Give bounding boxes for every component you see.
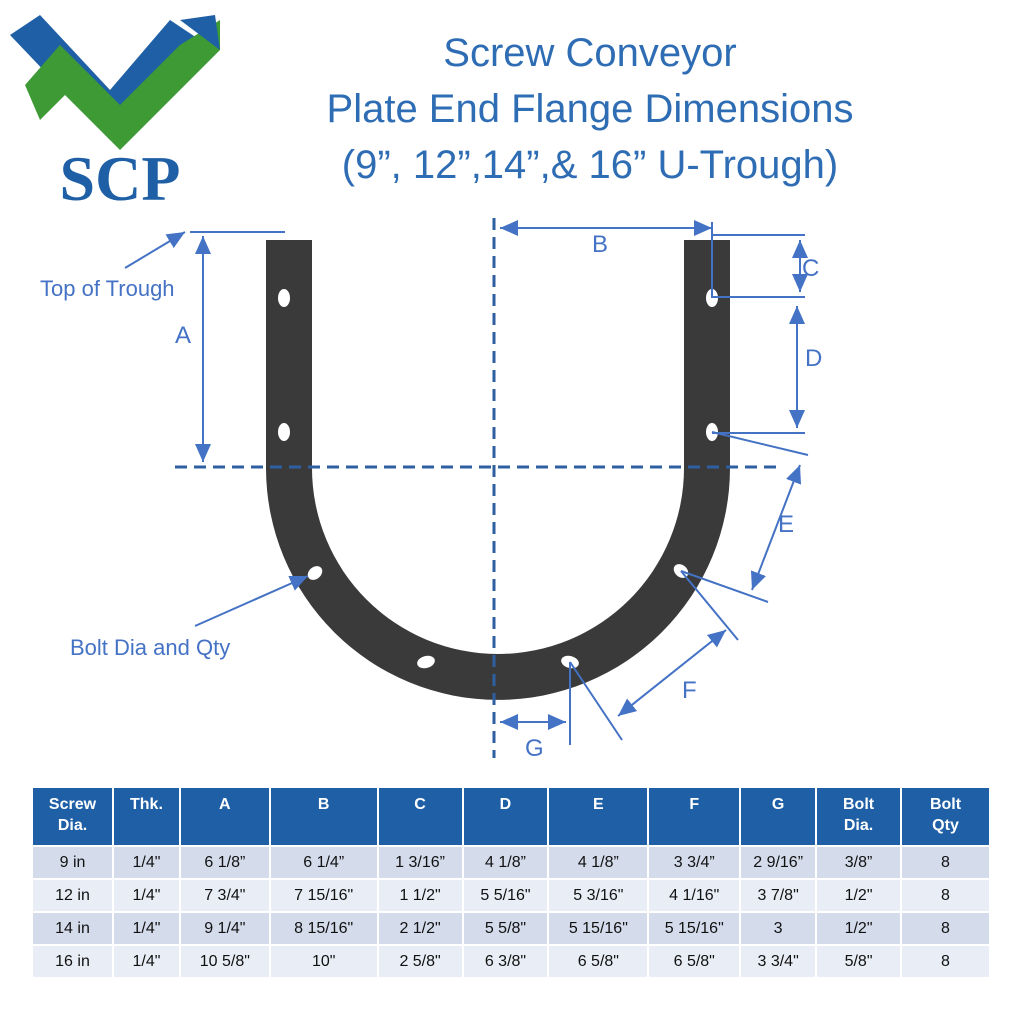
- table-cell: 12 in: [33, 878, 114, 912]
- table-cell: 9 1/4": [179, 911, 271, 945]
- table-cell: 8: [901, 845, 991, 879]
- dimension-lines: [124, 220, 809, 745]
- table-cell: 1/2": [816, 911, 903, 945]
- label: G: [525, 735, 544, 762]
- header-cell: F: [648, 788, 742, 846]
- table-cell: 3 7/8": [740, 878, 818, 912]
- header-cell: Thk.: [112, 788, 181, 846]
- label: B: [592, 231, 608, 258]
- title-line: Plate End Flange Dimensions: [327, 87, 854, 131]
- table-cell: 7 3/4": [179, 878, 271, 912]
- table-cell: 2 5/8": [377, 944, 464, 977]
- table-cell: 8 15/16": [269, 911, 379, 945]
- table-cell: 3/8”: [816, 845, 903, 879]
- table-cell: 10": [269, 944, 379, 977]
- table-cell: 16 in: [33, 944, 114, 977]
- table-cell: 7 15/16": [269, 878, 379, 912]
- table-cell: 9 in: [33, 845, 114, 879]
- table-cell: 8: [901, 878, 991, 912]
- table-cell: 2 1/2": [377, 911, 464, 945]
- table-cell: 1/4": [112, 944, 181, 977]
- table-cell: 6 5/8": [548, 944, 650, 977]
- header-cell: E: [548, 788, 650, 846]
- header-cell: D: [462, 788, 550, 846]
- header-cell: Screw Dia.: [33, 788, 114, 846]
- table-cell: 6 5/8": [648, 944, 742, 977]
- label: E: [778, 511, 794, 538]
- table-cell: 10 5/8": [179, 944, 271, 977]
- header-cell: B: [269, 788, 379, 846]
- table-row: 9 in 1/4" 6 1/8” 6 1/4” 1 3/16” 4 1/8” 4 1/8” 3…: [33, 845, 991, 879]
- holes: [278, 289, 718, 669]
- table-cell: 5 5/8": [462, 911, 550, 945]
- table-cell: 1/4": [112, 911, 181, 945]
- table-body: 9 in 1/4" 6 1/8” 6 1/4” 1 3/16” 4 1/8” 4 1/8” 3…: [33, 845, 991, 977]
- label: Bolt Dia and Qty: [70, 635, 230, 660]
- table-cell: 6 1/4”: [269, 845, 379, 879]
- label: D: [805, 345, 822, 372]
- table-cell: 1/4": [112, 878, 181, 912]
- logo-text: SCP: [60, 143, 181, 214]
- table-row: 16 in 1/4" 10 5/8" 10" 2 5/8" 6 3/8" 6 5/8" 6 5…: [33, 944, 991, 977]
- diagram: SCP Screw Conveyor Plate End Flange Dime…: [10, 15, 854, 762]
- table-cell: 3 3/4": [740, 944, 818, 977]
- table-cell: 1 3/16”: [377, 845, 464, 879]
- label: A: [175, 322, 191, 349]
- dimension-table: Screw Dia. Thk. A B C D E F G Bolt Dia. Bolt Qty 9…: [33, 788, 991, 977]
- centerlines: [175, 218, 780, 758]
- table-cell: 1/4": [112, 845, 181, 879]
- header-cell: A: [179, 788, 271, 846]
- table-cell: 5 5/16": [462, 878, 550, 912]
- header-cell: C: [377, 788, 464, 846]
- label: C: [802, 255, 819, 282]
- header-row: Screw Dia. Thk. A B C D E F G Bolt Dia. Bolt Qty: [33, 788, 991, 846]
- logo: SCP: [10, 15, 220, 214]
- header-cell: G: [740, 788, 818, 846]
- table-cell: 1/2": [816, 878, 903, 912]
- header-cell: Bolt Qty: [901, 788, 991, 846]
- table-cell: 5 15/16": [648, 911, 742, 945]
- table-cell: 4 1/16": [648, 878, 742, 912]
- table-cell: 14 in: [33, 911, 114, 945]
- table-cell: 2 9/16”: [740, 845, 818, 879]
- table-cell: 3 3/4”: [648, 845, 742, 879]
- table-cell: 8: [901, 944, 991, 977]
- title-line: (9”, 12”,14”,& 16” U-Trough): [342, 143, 838, 187]
- table-cell: 3: [740, 911, 818, 945]
- label: F: [682, 677, 697, 704]
- table-cell: 6 3/8": [462, 944, 550, 977]
- table-row: 14 in 1/4" 9 1/4" 8 15/16" 2 1/2" 5 5/8" 5 15/…: [33, 911, 991, 945]
- table-cell: 5/8": [816, 944, 903, 977]
- table-cell: 5 3/16": [548, 878, 650, 912]
- table-cell: 6 1/8”: [179, 845, 271, 879]
- table-cell: 4 1/8”: [548, 845, 650, 879]
- label: Top of Trough: [40, 276, 175, 301]
- table-cell: 4 1/8”: [462, 845, 550, 879]
- table-cell: 5 15/16": [548, 911, 650, 945]
- flange: [266, 240, 730, 700]
- table-cell: 8: [901, 911, 991, 945]
- title-line: Screw Conveyor: [443, 31, 736, 75]
- table-row: 12 in 1/4" 7 3/4" 7 15/16" 1 1/2" 5 5/16" 5 3/…: [33, 878, 991, 912]
- header-cell: Bolt Dia.: [816, 788, 903, 846]
- table-cell: 1 1/2": [377, 878, 464, 912]
